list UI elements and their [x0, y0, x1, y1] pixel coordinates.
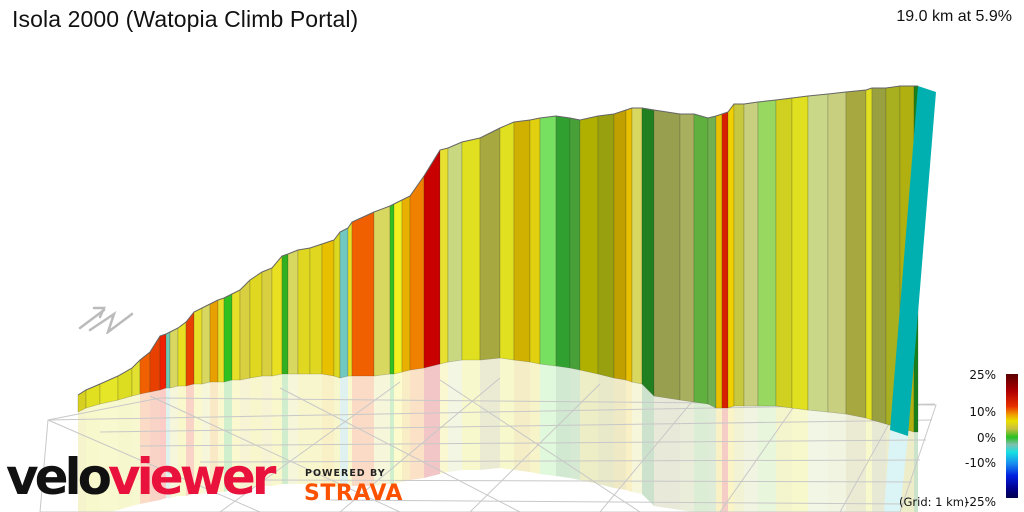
profile-segment[interactable]: [339, 227, 349, 379]
profile-segment[interactable]: [513, 119, 531, 363]
logo-velo: velo: [6, 448, 112, 506]
legend-label-max: 25%: [969, 368, 996, 382]
profile-segment[interactable]: [287, 249, 299, 375]
profile-segment[interactable]: [613, 109, 627, 381]
profile-segment[interactable]: [231, 289, 241, 381]
profile-segment[interactable]: [131, 359, 141, 397]
profile-segment[interactable]: [499, 121, 515, 361]
profile-segment[interactable]: [85, 383, 101, 409]
profile-segment[interactable]: [827, 91, 847, 415]
profile-segment[interactable]: [177, 321, 187, 387]
profile-segment[interactable]: [321, 239, 335, 377]
profile-segment[interactable]: [727, 103, 735, 409]
profile-segment[interactable]: [347, 221, 353, 377]
profile-segment[interactable]: [579, 115, 599, 375]
profile-segment[interactable]: [281, 253, 289, 375]
page-title: Isola 2000 (Watopia Climb Portal): [12, 6, 359, 32]
profile-segment[interactable]: [373, 205, 391, 377]
profile-segment[interactable]: [169, 327, 179, 389]
profile-segment[interactable]: [865, 87, 873, 421]
profile-segment[interactable]: [715, 113, 723, 409]
profile-ridge-line: [77, 85, 918, 396]
profile-segment[interactable]: [193, 307, 203, 385]
profile-segment[interactable]: [333, 231, 341, 379]
legend-label-10: 10%: [969, 405, 996, 419]
profile-segment[interactable]: [597, 113, 615, 379]
profile-segment[interactable]: [569, 117, 581, 371]
profile-segment[interactable]: [423, 148, 441, 369]
profile-segment[interactable]: [389, 203, 395, 375]
gradient-legend: 25% 10% 0% -10% -25%: [924, 366, 1024, 512]
profile-segment[interactable]: [271, 255, 283, 377]
gradient-color-scale: [1006, 374, 1018, 498]
legend-label-neg10: -10%: [964, 456, 996, 470]
profile-segment[interactable]: [117, 367, 133, 401]
profile-segment[interactable]: [409, 175, 425, 371]
profile-segment[interactable]: [625, 107, 633, 383]
profile-segment[interactable]: [217, 297, 225, 383]
profile-segment[interactable]: [653, 109, 681, 401]
logo-viewer: viewer: [108, 448, 276, 506]
profile-segment[interactable]: [201, 303, 211, 385]
profile-segment[interactable]: [479, 127, 501, 361]
profile-segment[interactable]: [641, 107, 655, 397]
profile-segment[interactable]: [309, 243, 323, 375]
profile-segment[interactable]: [393, 199, 403, 375]
legend-label-0: 0%: [976, 431, 996, 445]
north-arrow-icon: [78, 306, 134, 334]
veloviewer-logo[interactable]: veloviewer: [6, 452, 276, 502]
profile-segment[interactable]: [743, 101, 759, 407]
route-summary: 19.0 km at 5.9%: [896, 8, 1012, 25]
profile-segment[interactable]: [693, 113, 709, 405]
profile-segment[interactable]: [631, 107, 643, 385]
profile-segment[interactable]: [77, 389, 87, 413]
profile-segment[interactable]: [757, 99, 777, 407]
profile-segment[interactable]: [249, 271, 263, 379]
profile-segment[interactable]: [461, 137, 481, 361]
profile-segment[interactable]: [439, 147, 449, 365]
profile-segment[interactable]: [791, 95, 809, 411]
profile-segment[interactable]: [239, 279, 251, 381]
profile-segment[interactable]: [721, 111, 729, 409]
profile-reflection: [78, 358, 918, 512]
profile-segment[interactable]: [539, 115, 557, 367]
profile-segment[interactable]: [447, 141, 463, 363]
strava-logo[interactable]: STRAVA: [304, 481, 403, 506]
legend-label-min: -25%: [964, 495, 996, 509]
profile-segment[interactable]: [679, 113, 695, 403]
grid-scale-note: (Grid: 1 km): [899, 495, 969, 509]
profile-segment[interactable]: [871, 87, 887, 425]
profile-segment[interactable]: [401, 195, 411, 373]
profile-segment[interactable]: [775, 97, 793, 409]
profile-segment[interactable]: [351, 211, 375, 377]
profile-segment[interactable]: [529, 117, 541, 365]
profile-segment[interactable]: [185, 311, 195, 387]
powered-by-label: POWERED BY: [305, 468, 386, 479]
profile-segment[interactable]: [165, 331, 171, 389]
profile-segment[interactable]: [159, 333, 167, 391]
profile-segment[interactable]: [707, 115, 717, 409]
profile-segment[interactable]: [297, 247, 311, 375]
profile-segment[interactable]: [261, 267, 273, 377]
profile-segment[interactable]: [555, 115, 571, 369]
profile-segment[interactable]: [733, 103, 745, 407]
profile-segment[interactable]: [223, 293, 233, 383]
profile-end-face: [890, 86, 936, 436]
profile-segment[interactable]: [209, 299, 219, 383]
profile-segment[interactable]: [807, 93, 829, 413]
profile-segment[interactable]: [845, 89, 867, 419]
